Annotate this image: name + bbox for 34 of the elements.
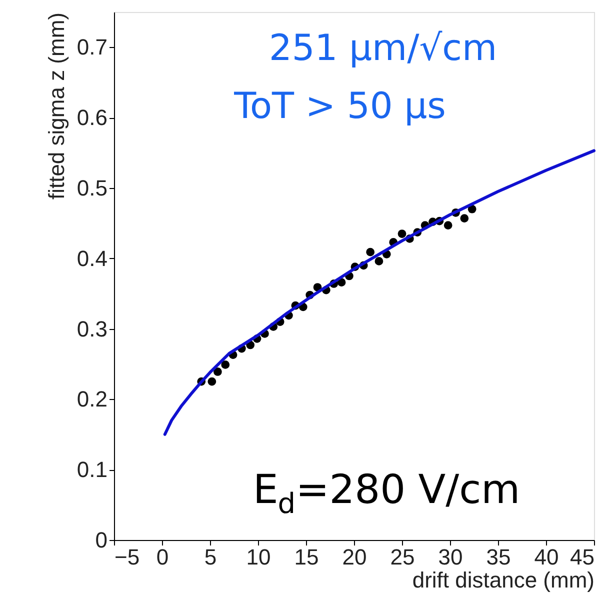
x-tick-label: 35 bbox=[486, 544, 511, 570]
point bbox=[374, 257, 384, 266]
y-tick-label: 0.7 bbox=[76, 34, 108, 60]
y-axis-title: fitted sigma z (mm) bbox=[44, 12, 69, 200]
x-axis-title: drift distance (mm) bbox=[412, 568, 594, 592]
y-tick-label: 0 bbox=[95, 528, 108, 552]
point bbox=[398, 230, 406, 238]
y-tick-label: 0.6 bbox=[76, 105, 108, 130]
y-tick-label: 0.1 bbox=[76, 457, 108, 482]
point bbox=[213, 368, 222, 376]
x-tick-label: 15 bbox=[294, 544, 319, 570]
x-tick-label: 20 bbox=[342, 544, 367, 570]
point bbox=[460, 214, 469, 222]
x-tick-label: −5 bbox=[114, 544, 140, 570]
x-tick-label: 25 bbox=[390, 544, 415, 570]
point bbox=[366, 248, 375, 256]
x-tick-label: 0 bbox=[156, 544, 169, 570]
y-tick-label: 0.4 bbox=[76, 246, 108, 271]
x-tick-label: 30 bbox=[438, 544, 463, 570]
x-tick-label: 10 bbox=[246, 544, 271, 570]
point bbox=[208, 377, 216, 386]
line-series bbox=[163, 149, 596, 436]
annotation: 251 μm/√cm bbox=[268, 28, 498, 69]
y-tick-label: 0.3 bbox=[76, 316, 108, 342]
point bbox=[444, 221, 452, 230]
point bbox=[221, 360, 230, 369]
y-tick-label: 0.2 bbox=[76, 386, 108, 412]
x-tick-label: 5 bbox=[204, 544, 217, 570]
x-tick-label: 45 bbox=[570, 544, 594, 570]
point bbox=[337, 278, 346, 287]
y-tick-label: 0.5 bbox=[76, 176, 108, 200]
x-tick-label: 40 bbox=[534, 544, 559, 570]
point bbox=[468, 204, 476, 214]
annotation: ToT > 50 μs bbox=[233, 86, 446, 127]
